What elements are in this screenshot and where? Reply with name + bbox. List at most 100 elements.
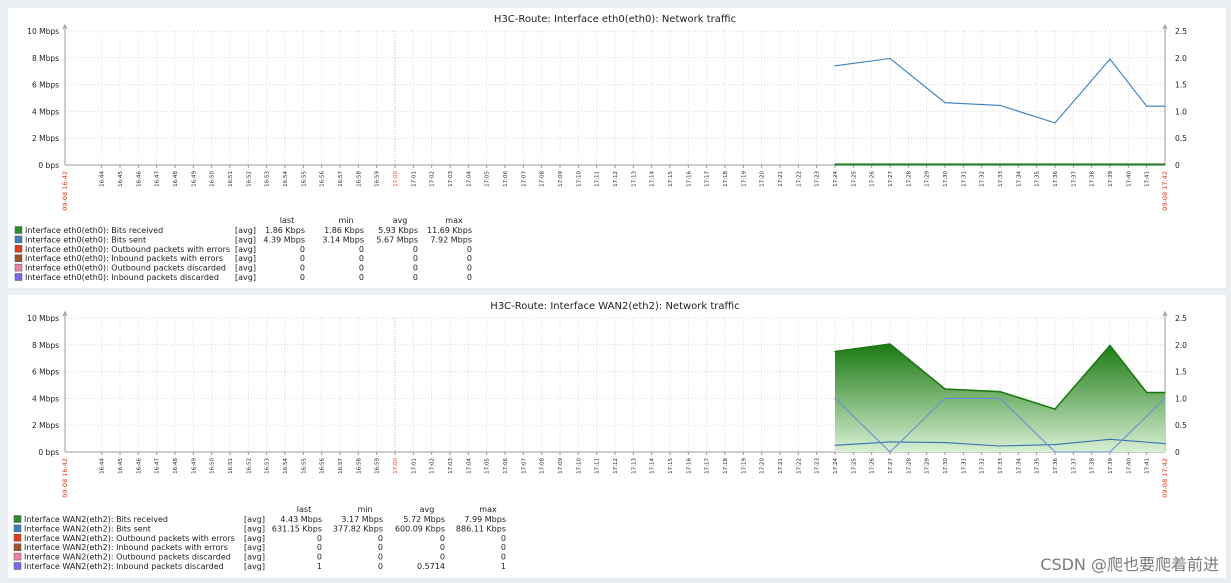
x-tick-label: 16:59: [375, 458, 381, 474]
x-tick-label: 16:54: [283, 458, 289, 474]
x-tick-label: 16:46: [136, 458, 142, 474]
legend-value-max: 0: [467, 264, 472, 273]
series-point-bits-sent: [834, 65, 836, 67]
legend-header-max: max: [445, 216, 463, 225]
legend-value-min: 1.86 Kbps: [324, 226, 364, 235]
legend-label: Interface eth0(eth0): Bits received: [25, 226, 163, 235]
x-tick-label: 16:56: [320, 171, 326, 187]
y-right-tick: 1.5: [1175, 368, 1187, 377]
y-right-tick: 2.5: [1175, 27, 1187, 36]
x-tick-label: 16:45: [118, 171, 124, 187]
y-left-tick: 10 Mbps: [27, 314, 59, 323]
legend-func: [avg]: [244, 543, 265, 552]
x-tick-label: 16:57: [338, 458, 344, 474]
x-tick-label: 16:53: [265, 458, 271, 474]
y-left-tick: 6 Mbps: [32, 368, 59, 377]
legend-swatch: [14, 273, 23, 281]
x-edge-label: 09-08 17:42: [1161, 458, 1169, 498]
x-tick-label: 17:21: [778, 171, 784, 187]
series-line-bits-sent: [834, 57, 1165, 124]
legend-label: Interface eth0(eth0): Outbound packets d…: [25, 264, 226, 273]
series-line-bits-received: [834, 343, 1165, 411]
legend-swatch: [14, 235, 23, 244]
series-point-bits-received: [1109, 163, 1111, 166]
y-right-tick: 1.0: [1175, 394, 1187, 403]
legend-header-max: max: [479, 505, 497, 514]
legend-header-last: last: [297, 505, 311, 514]
legend-value-last: 0: [317, 534, 322, 543]
y-right-arrow: [1162, 23, 1168, 30]
x-tick-label: 16:57: [338, 171, 344, 187]
chart-title: H3C-Route: Interface eth0(eth0): Network…: [494, 14, 736, 25]
legend-value-max: 0: [501, 543, 506, 552]
x-tick-label: 16:52: [246, 171, 252, 187]
y-right-tick: 0.5: [1175, 421, 1187, 430]
x-tick-label: 16:58: [356, 171, 362, 187]
series-point-bits-received: [1054, 163, 1056, 166]
series-point-bits-sent: [1164, 443, 1166, 445]
x-tick-label: 16:50: [210, 171, 216, 187]
x-tick-label: 17:38: [1090, 458, 1096, 474]
legend-label: Interface eth0(eth0): Inbound packets wi…: [25, 254, 223, 263]
series-point-inbound-packets-discarded: [889, 451, 891, 453]
series-point-bits-received: [834, 350, 836, 353]
series-point-bits-sent: [1054, 122, 1056, 124]
legend-swatch: [14, 245, 23, 253]
legend-value-min: 0: [378, 534, 383, 543]
y-right-arrow: [1162, 310, 1168, 317]
y-right-tick: 2.0: [1175, 54, 1187, 63]
x-tick-label: 17:05: [485, 171, 491, 187]
x-tick-label: 17:06: [503, 171, 509, 187]
legend-value-max: 7.92 Mbps: [430, 235, 472, 244]
series-point-bits-received: [1146, 392, 1148, 394]
legend-value-max: 886.11 Kbps: [456, 524, 506, 533]
x-tick-label: 17:18: [723, 458, 729, 474]
legend-value-last: 0: [317, 543, 322, 552]
legend-value-min: 0: [359, 254, 364, 263]
x-tick-label: 17:03: [448, 171, 454, 187]
series-point-inbound-packets-discarded: [1164, 397, 1166, 399]
x-tick-label: 17:25: [851, 458, 857, 474]
x-tick-label: 17:19: [741, 458, 747, 474]
chart-eth0: H3C-Route: Interface eth0(eth0): Network…: [14, 14, 1187, 282]
legend-value-min: 3.17 Mbps: [341, 515, 383, 524]
series-point-bits-sent: [1054, 444, 1056, 446]
x-tick-label: 17:00: [393, 171, 399, 187]
series-point-bits-received: [834, 163, 836, 166]
x-tick-label: 17:00: [393, 458, 399, 474]
legend-swatch: [13, 524, 22, 533]
x-tick-label: 17:33: [998, 171, 1004, 187]
y-left-tick: 10 Mbps: [27, 27, 59, 36]
legend-value-avg: 0: [440, 543, 445, 552]
x-edge-label: 09-08 16:42: [61, 458, 69, 498]
legend-header-avg: avg: [420, 505, 435, 514]
x-tick-label: 17:15: [668, 458, 674, 474]
x-tick-label: 17:35: [1035, 171, 1041, 187]
legend-value-avg: 0.5714: [417, 562, 445, 571]
legend-header-last: last: [280, 216, 294, 225]
y-left-arrow: [62, 310, 68, 317]
y-right-tick: 2.5: [1175, 314, 1187, 323]
x-tick-label: 17:04: [466, 458, 472, 474]
x-tick-label: 17:31: [961, 458, 967, 474]
series-point-bits-received: [889, 343, 891, 345]
x-tick-label: 17:17: [705, 171, 711, 187]
x-tick-label: 17:36: [1053, 458, 1059, 474]
x-tick-label: 16:56: [320, 458, 326, 474]
legend-value-avg: 0: [413, 254, 418, 263]
x-tick-label: 17:02: [430, 458, 436, 474]
y-left-tick: 2 Mbps: [32, 134, 59, 143]
legend-func: [avg]: [244, 524, 265, 533]
x-tick-label: 16:59: [375, 171, 381, 187]
x-tick-label: 17:41: [1145, 458, 1151, 474]
legend-value-avg: 0: [413, 264, 418, 273]
x-tick-label: 17:02: [430, 171, 436, 187]
legend-value-max: 0: [501, 534, 506, 543]
x-tick-label: 17:35: [1035, 458, 1041, 474]
x-tick-label: 17:11: [595, 458, 601, 474]
x-tick-label: 17:23: [815, 458, 821, 474]
graph-panel-wan2: H3C-Route: Interface WAN2(eth2): Network…: [8, 295, 1226, 578]
x-tick-label: 17:27: [888, 458, 894, 474]
legend-value-min: 0: [359, 264, 364, 273]
x-tick-label: 16:58: [356, 458, 362, 474]
